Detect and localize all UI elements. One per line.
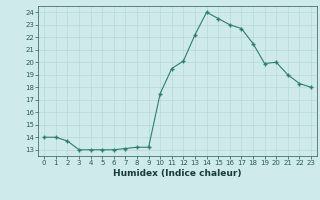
X-axis label: Humidex (Indice chaleur): Humidex (Indice chaleur) (113, 169, 242, 178)
